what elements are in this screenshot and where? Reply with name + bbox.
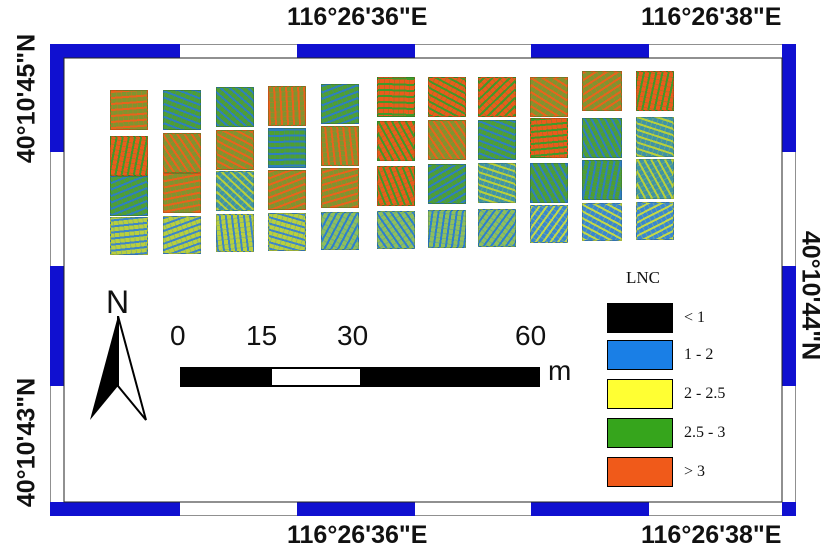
field-plot — [163, 90, 201, 130]
legend-swatch — [607, 379, 673, 409]
field-plot — [216, 214, 254, 252]
top-longitude-left: 116°26'36"E — [287, 3, 428, 31]
field-plot — [110, 217, 148, 255]
field-plot — [636, 202, 674, 240]
field-plot — [216, 171, 254, 211]
scale-tick-30: 30 — [337, 320, 369, 351]
legend-swatch — [607, 340, 673, 370]
bottom-longitude-right: 116°26'38"E — [641, 521, 782, 549]
field-plot — [428, 120, 466, 160]
field-plot — [636, 117, 674, 157]
legend-swatch — [607, 457, 673, 487]
field-plot — [216, 87, 254, 127]
scale-tick-60: 60 — [515, 320, 547, 351]
field-plot — [582, 71, 622, 111]
field-plot — [478, 77, 516, 117]
scale-tick-0: 0 — [170, 320, 186, 351]
field-plot — [268, 170, 306, 210]
field-plot — [268, 213, 306, 251]
field-plot — [530, 163, 568, 203]
legend-label: 2 - 2.5 — [684, 385, 726, 402]
field-plot — [163, 133, 201, 173]
field-plot — [321, 168, 359, 208]
scale-segment-1 — [182, 369, 272, 385]
scale-bar — [180, 367, 540, 387]
field-plot — [377, 166, 415, 206]
field-plot — [636, 159, 674, 199]
field-plot — [377, 77, 415, 117]
legend-label: 2.5 - 3 — [684, 424, 726, 441]
field-plot — [428, 210, 466, 248]
field-plot — [530, 118, 568, 158]
field-plot — [110, 176, 148, 216]
field-plot — [582, 160, 622, 200]
bottom-longitude-left: 116°26'36"E — [287, 521, 428, 549]
legend-swatch — [607, 418, 673, 448]
scale-unit: m — [548, 355, 572, 386]
legend-label: < 1 — [684, 309, 706, 326]
field-plot — [268, 128, 306, 168]
field-plot — [377, 211, 415, 249]
legend-label: 1 - 2 — [684, 346, 714, 363]
field-plot — [216, 130, 254, 170]
legend-label: > 3 — [684, 463, 706, 480]
field-plot — [110, 90, 148, 130]
field-plot — [377, 121, 415, 161]
field-plot — [582, 118, 622, 158]
field-plot — [478, 120, 516, 160]
field-plot — [321, 84, 359, 124]
field-plot — [428, 164, 466, 204]
field-plot — [163, 216, 201, 254]
legend-swatch — [607, 303, 673, 333]
field-plot — [321, 126, 359, 166]
north-arrow-icon — [90, 316, 147, 421]
legend-title: LNC — [626, 268, 660, 287]
field-plot — [478, 163, 516, 203]
field-plot — [530, 77, 568, 117]
top-longitude-right: 116°26'38"E — [641, 3, 782, 31]
field-plot — [582, 203, 622, 241]
field-plot — [636, 71, 674, 111]
scale-segment-3 — [360, 369, 538, 385]
field-plot — [530, 205, 568, 243]
field-plot — [268, 86, 306, 126]
field-plot — [478, 209, 516, 247]
field-plot — [163, 173, 201, 213]
scale-tick-15: 15 — [246, 320, 278, 351]
field-plot — [321, 212, 359, 250]
field-plot — [428, 77, 466, 117]
scale-segment-2 — [272, 369, 360, 385]
field-plot — [110, 136, 148, 176]
north-label: N — [106, 284, 130, 320]
